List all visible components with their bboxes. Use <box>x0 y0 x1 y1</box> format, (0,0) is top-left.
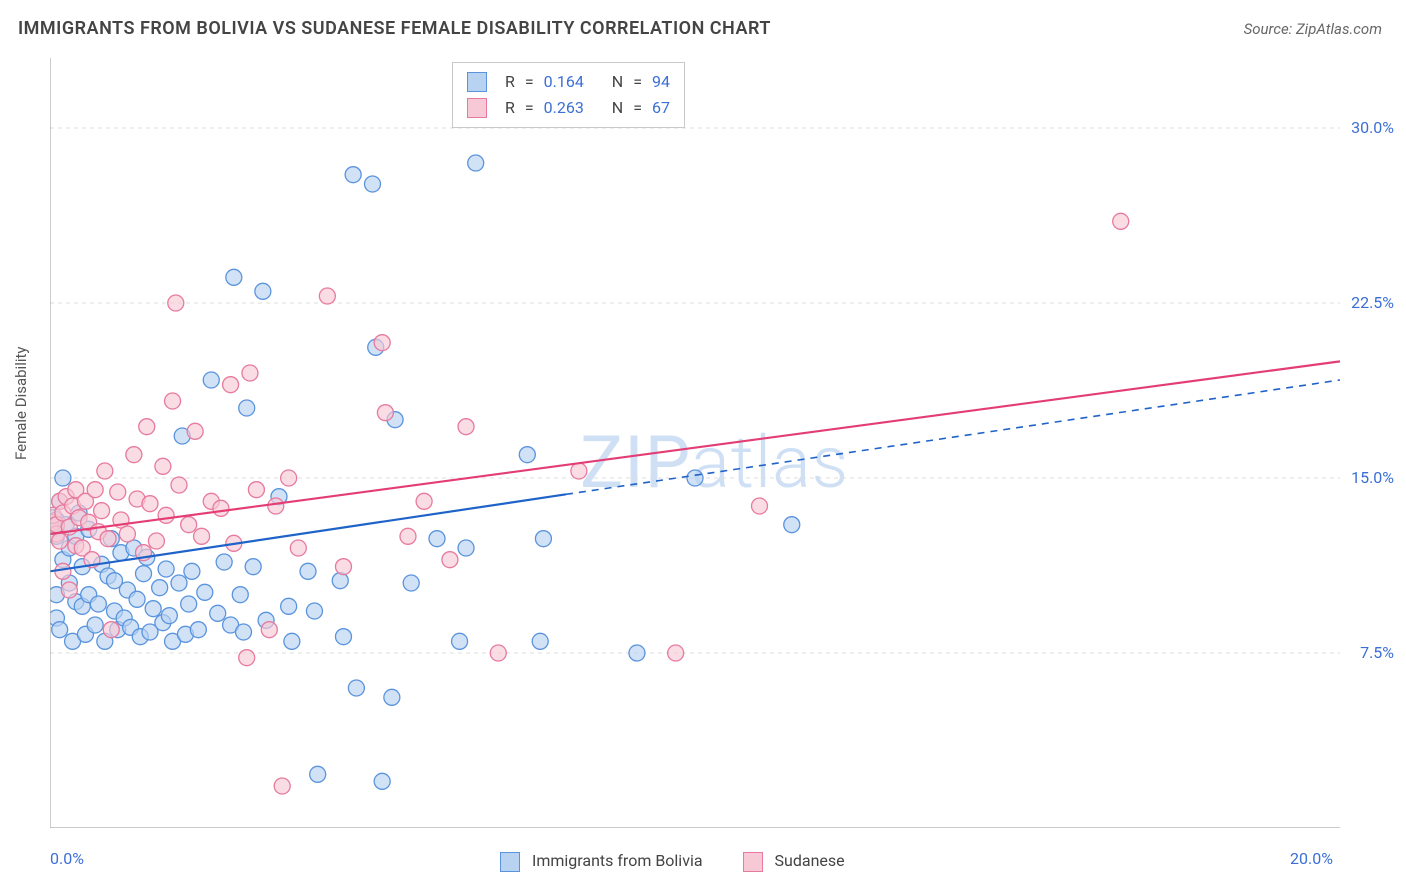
legend-item-bolivia: Immigrants from Bolivia <box>500 851 703 872</box>
y-tick-label: 7.5% <box>1360 643 1394 662</box>
y-tick-label: 22.5% <box>1351 293 1394 312</box>
y-tick-label: 15.0% <box>1351 468 1394 487</box>
swatch-icon <box>467 72 487 92</box>
chart-title: IMMIGRANTS FROM BOLIVIA VS SUDANESE FEMA… <box>18 18 771 39</box>
swatch-icon <box>743 852 763 872</box>
x-tick-label: 0.0% <box>50 849 84 868</box>
footer-legend: Immigrants from Bolivia Sudanese <box>500 851 845 872</box>
swatch-icon <box>467 98 487 118</box>
x-tick-label: 20.0% <box>1290 849 1333 868</box>
y-axis-label: Female Disability <box>12 347 30 461</box>
swatch-icon <box>500 852 520 872</box>
scatter-plot <box>50 58 1340 828</box>
y-tick-label: 30.0% <box>1351 118 1394 137</box>
legend-item-sudanese: Sudanese <box>743 851 845 872</box>
legend-row-sudanese: R = 0.263 N = 67 <box>467 95 670 121</box>
correlation-legend: R = 0.164 N = 94 R = 0.263 N = 67 <box>452 62 685 128</box>
legend-row-bolivia: R = 0.164 N = 94 <box>467 69 670 95</box>
source-attribution: Source: ZipAtlas.com <box>1244 20 1382 38</box>
